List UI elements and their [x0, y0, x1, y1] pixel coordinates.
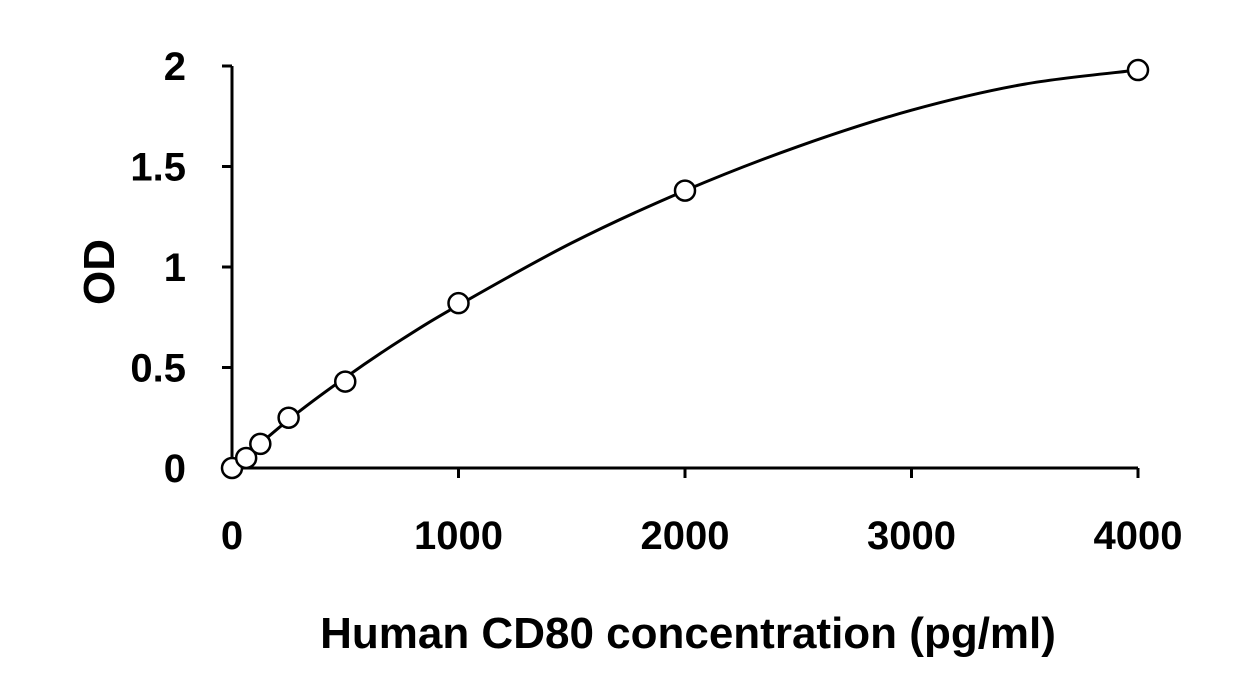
fit-curve-line — [231, 68, 1139, 470]
x-ticks: 0 1000 2000 3000 4000 — [221, 468, 1183, 558]
axes — [230, 66, 1138, 470]
y-ticks: 0 0.5 1 1.5 2 — [130, 45, 232, 491]
data-points — [220, 58, 1150, 480]
data-point — [334, 370, 357, 393]
x-tick-label: 4000 — [1094, 514, 1183, 558]
data-point — [277, 406, 300, 429]
y-tick-label: 1.5 — [130, 146, 186, 190]
data-point — [234, 446, 258, 470]
y-tick-label: 0 — [164, 447, 186, 491]
x-tick-label: 2000 — [641, 514, 730, 558]
data-point — [447, 291, 470, 315]
x-tick-label: 1000 — [414, 514, 503, 558]
x-tick-label: 0 — [221, 514, 243, 558]
x-axis-title: Human CD80 concentration (pg/ml) — [320, 609, 1056, 658]
data-point — [673, 179, 697, 202]
y-tick-label: 0.5 — [130, 347, 186, 391]
y-tick-label: 1 — [164, 246, 186, 290]
y-axis-title: OD — [75, 239, 124, 305]
data-point — [1126, 58, 1150, 82]
x-tick-label: 3000 — [867, 514, 956, 558]
data-point — [249, 432, 272, 456]
y-tick-label: 2 — [164, 45, 186, 89]
